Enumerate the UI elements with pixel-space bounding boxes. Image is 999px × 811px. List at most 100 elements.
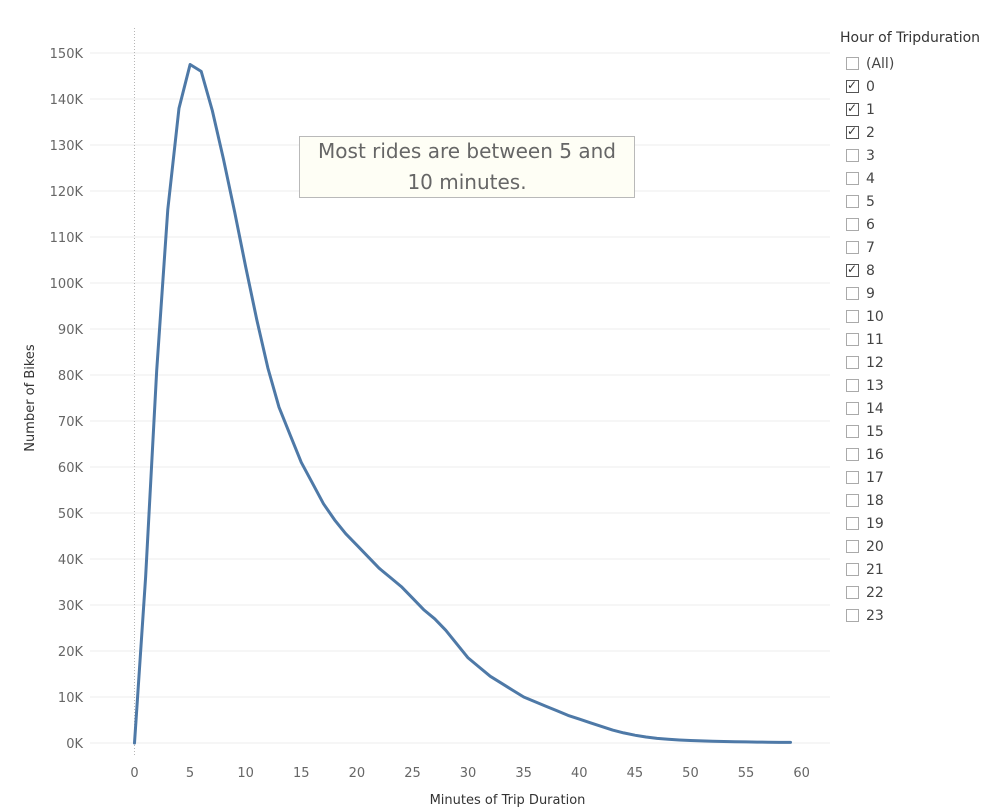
x-tick-label: 5 xyxy=(186,766,194,781)
filter-item-label: (All) xyxy=(866,55,895,72)
filter-item-label: 11 xyxy=(866,331,884,348)
filter-item[interactable]: ✓ 13 xyxy=(840,374,999,397)
checkmark-icon: ✓ xyxy=(847,101,858,115)
filter-checkbox[interactable]: ✓ xyxy=(846,287,859,300)
y-tick-label: 20K xyxy=(58,645,84,660)
filter-item-label: 4 xyxy=(866,170,875,187)
y-tick-label: 0K xyxy=(66,737,83,752)
filter-checkbox[interactable]: ✓ xyxy=(846,218,859,231)
filter-item[interactable]: ✓ 16 xyxy=(840,443,999,466)
filter-list: ✓(All)✓0✓1✓2✓3✓4✓5✓6✓7✓8✓9✓10✓11✓12✓13✓1… xyxy=(840,52,999,627)
filter-checkbox[interactable]: ✓ xyxy=(846,149,859,162)
filter-checkbox[interactable]: ✓ xyxy=(846,471,859,484)
y-axis-title: Number of Bikes xyxy=(23,344,38,452)
filter-item[interactable]: ✓ 14 xyxy=(840,397,999,420)
x-tick-label: 45 xyxy=(627,766,644,781)
filter-item[interactable]: ✓ 18 xyxy=(840,489,999,512)
checkmark-icon: ✓ xyxy=(847,262,858,276)
filter-item-label: 10 xyxy=(866,308,884,325)
filter-checkbox[interactable]: ✓ xyxy=(846,494,859,507)
filter-item-label: 12 xyxy=(866,354,884,371)
y-tick-label: 50K xyxy=(58,507,84,522)
filter-item-label: 15 xyxy=(866,423,884,440)
filter-item[interactable]: ✓ 17 xyxy=(840,466,999,489)
y-tick-label: 140K xyxy=(50,93,84,108)
filter-item[interactable]: ✓3 xyxy=(840,144,999,167)
filter-item-label: 3 xyxy=(866,147,875,164)
y-tick-label: 150K xyxy=(50,47,84,62)
filter-item[interactable]: ✓ 8 xyxy=(840,259,999,282)
series-layer xyxy=(133,63,792,745)
y-tick-label: 40K xyxy=(58,553,84,568)
filter-checkbox[interactable]: ✓ xyxy=(846,333,859,346)
filter-checkbox[interactable]: ✓ xyxy=(846,195,859,208)
y-tick-label: 110K xyxy=(50,231,84,246)
filter-item[interactable]: ✓ 1 xyxy=(840,98,999,121)
filter-checkbox[interactable]: ✓ xyxy=(846,517,859,530)
filter-item-label: 0 xyxy=(866,78,875,95)
hour-filter-panel: Hour of Tripduration ✓(All)✓0✓1✓2✓3✓4✓5✓… xyxy=(840,30,999,627)
filter-checkbox[interactable]: ✓ xyxy=(846,310,859,323)
filter-checkbox[interactable]: ✓ xyxy=(846,262,859,277)
filter-item[interactable]: ✓ 10 xyxy=(840,305,999,328)
filter-item-label: 9 xyxy=(866,285,875,302)
filter-checkbox[interactable]: ✓ xyxy=(846,448,859,461)
filter-item[interactable]: ✓ 21 xyxy=(840,558,999,581)
filter-checkbox[interactable]: ✓ xyxy=(846,57,859,70)
filter-item[interactable]: ✓5 xyxy=(840,190,999,213)
y-tick-label: 100K xyxy=(50,277,84,292)
filter-item[interactable]: ✓ 12 xyxy=(840,351,999,374)
chart-annotation: Most rides are between 5 and 10 minutes. xyxy=(299,136,635,198)
filter-checkbox[interactable]: ✓ xyxy=(846,172,859,185)
x-tick-label: 20 xyxy=(349,766,366,781)
filter-checkbox[interactable]: ✓ xyxy=(846,356,859,369)
filter-item[interactable]: ✓ 22 xyxy=(840,581,999,604)
checkmark-icon: ✓ xyxy=(847,124,858,138)
filter-item-label: 17 xyxy=(866,469,884,486)
filter-checkbox[interactable]: ✓ xyxy=(846,609,859,622)
filter-checkbox[interactable]: ✓ xyxy=(846,101,859,116)
filter-item-label: 8 xyxy=(866,262,875,279)
x-tick-label: 55 xyxy=(738,766,755,781)
filter-item[interactable]: ✓ (All) xyxy=(840,52,999,75)
filter-item[interactable]: ✓6 xyxy=(840,213,999,236)
filter-item[interactable]: ✓ 0 xyxy=(840,75,999,98)
checkmark-icon: ✓ xyxy=(847,78,858,92)
filter-checkbox[interactable]: ✓ xyxy=(846,540,859,553)
y-tick-label: 60K xyxy=(58,461,84,476)
filter-item[interactable]: ✓ 23 xyxy=(840,604,999,627)
x-tick-label: 50 xyxy=(682,766,699,781)
filter-checkbox[interactable]: ✓ xyxy=(846,124,859,139)
filter-item[interactable]: ✓9 xyxy=(840,282,999,305)
filter-title: Hour of Tripduration xyxy=(840,30,981,46)
x-tick-label: 40 xyxy=(571,766,588,781)
filter-checkbox[interactable]: ✓ xyxy=(846,402,859,415)
filter-item-label: 21 xyxy=(866,561,884,578)
filter-item[interactable]: ✓ 15 xyxy=(840,420,999,443)
filter-item[interactable]: ✓ 2 xyxy=(840,121,999,144)
filter-item-label: 23 xyxy=(866,607,884,624)
filter-checkbox[interactable]: ✓ xyxy=(846,78,859,93)
filter-item-label: 13 xyxy=(866,377,884,394)
filter-item[interactable]: ✓7 xyxy=(840,236,999,259)
filter-item[interactable]: ✓ 20 xyxy=(840,535,999,558)
filter-item-label: 20 xyxy=(866,538,884,555)
y-tick-label: 10K xyxy=(58,691,84,706)
x-tick-label: 15 xyxy=(293,766,310,781)
y-tick-label: 70K xyxy=(58,415,84,430)
filter-item-label: 22 xyxy=(866,584,884,601)
filter-checkbox[interactable]: ✓ xyxy=(846,563,859,576)
filter-item-label: 2 xyxy=(866,124,875,141)
filter-checkbox[interactable]: ✓ xyxy=(846,586,859,599)
filter-item[interactable]: ✓4 xyxy=(840,167,999,190)
filter-item-label: 7 xyxy=(866,239,875,256)
filter-checkbox[interactable]: ✓ xyxy=(846,379,859,392)
axis-ticks: 0K 10K 20K 30K 40K 50K 60K 70K 80K 90K 100K 110K 120… xyxy=(50,47,810,781)
filter-checkbox[interactable]: ✓ xyxy=(846,241,859,254)
x-tick-label: 35 xyxy=(515,766,532,781)
filter-item[interactable]: ✓ 11 xyxy=(840,328,999,351)
filter-item-label: 18 xyxy=(866,492,884,509)
filter-checkbox[interactable]: ✓ xyxy=(846,425,859,438)
filter-item[interactable]: ✓ 19 xyxy=(840,512,999,535)
x-axis-title: Minutes of Trip Duration xyxy=(430,793,586,808)
